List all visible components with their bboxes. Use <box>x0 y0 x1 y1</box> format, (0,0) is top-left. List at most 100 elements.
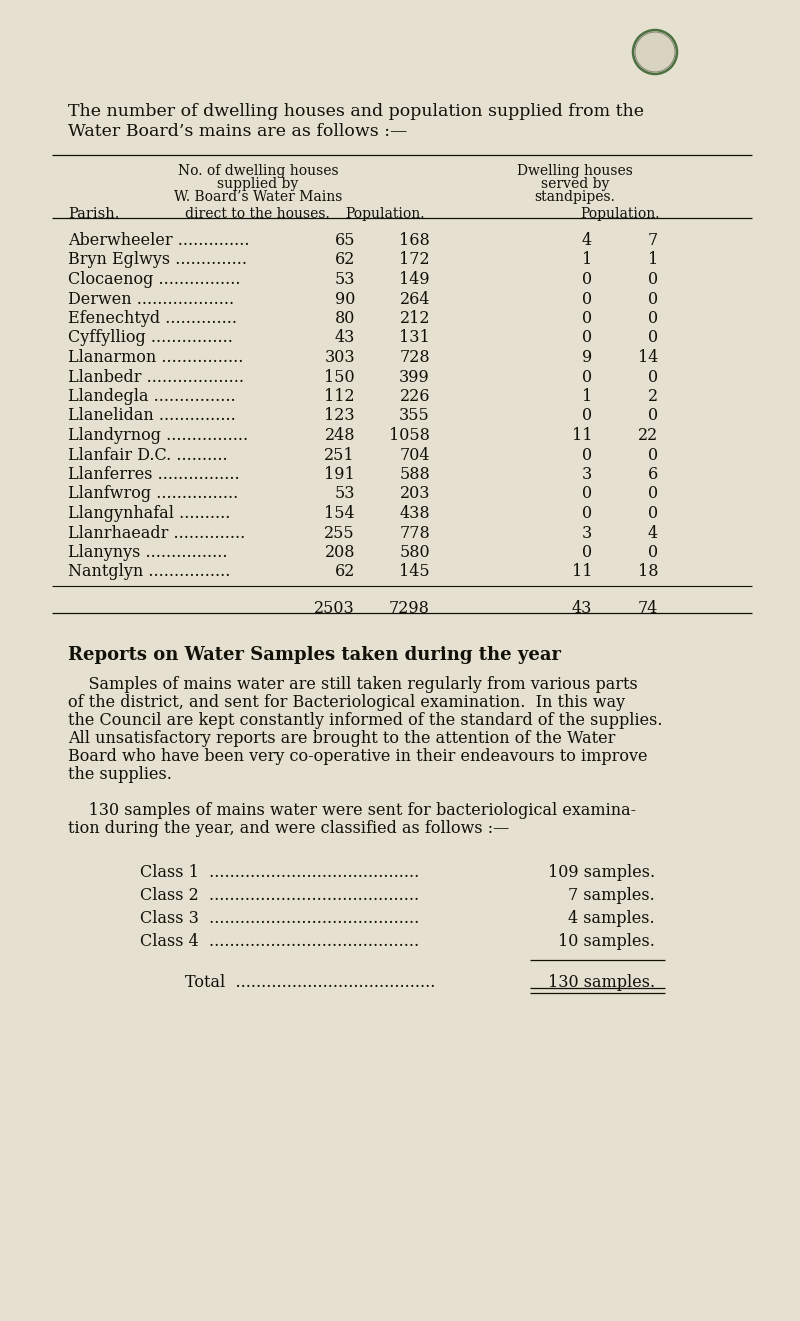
Text: Llanbedr ...................: Llanbedr ................... <box>68 369 244 386</box>
Text: 145: 145 <box>399 564 430 580</box>
Text: Water Board’s mains are as follows :—: Water Board’s mains are as follows :— <box>68 123 407 140</box>
Text: All unsatisfactory reports are brought to the attention of the Water: All unsatisfactory reports are brought t… <box>68 731 615 746</box>
Text: 0: 0 <box>648 271 658 288</box>
Text: 1058: 1058 <box>389 427 430 444</box>
Text: 704: 704 <box>399 446 430 464</box>
Text: 3: 3 <box>582 466 592 483</box>
Text: 191: 191 <box>324 466 355 483</box>
Text: Reports on Water Samples taken during the year: Reports on Water Samples taken during th… <box>68 646 561 664</box>
Text: 264: 264 <box>399 291 430 308</box>
Text: W. Board’s Water Mains: W. Board’s Water Mains <box>174 190 342 203</box>
Text: 0: 0 <box>582 271 592 288</box>
Text: Board who have been very co-operative in their endeavours to improve: Board who have been very co-operative in… <box>68 748 647 765</box>
Text: 112: 112 <box>324 388 355 406</box>
Text: 203: 203 <box>399 486 430 502</box>
Text: tion during the year, and were classified as follows :—: tion during the year, and were classifie… <box>68 820 510 838</box>
Text: 0: 0 <box>582 446 592 464</box>
Text: 1: 1 <box>648 251 658 268</box>
Text: 7298: 7298 <box>389 600 430 617</box>
Text: 4: 4 <box>648 524 658 542</box>
Text: 212: 212 <box>399 310 430 328</box>
Text: 130 samples of mains water were sent for bacteriological examina-: 130 samples of mains water were sent for… <box>68 802 636 819</box>
Text: Llandegla ................: Llandegla ................ <box>68 388 236 406</box>
Text: 18: 18 <box>638 564 658 580</box>
Text: 4: 4 <box>582 232 592 248</box>
Text: Population.: Population. <box>581 207 660 221</box>
Text: Aberwheeler ..............: Aberwheeler .............. <box>68 232 250 248</box>
Text: 130 samples.: 130 samples. <box>548 974 655 991</box>
Text: 0: 0 <box>582 486 592 502</box>
Text: of the district, and sent for Bacteriological examination.  In this way: of the district, and sent for Bacteriolo… <box>68 694 625 711</box>
Text: Llanrhaeadr ..............: Llanrhaeadr .............. <box>68 524 246 542</box>
Text: Class 1  .........................................: Class 1 ................................… <box>140 864 419 881</box>
Text: the Council are kept constantly informed of the standard of the supplies.: the Council are kept constantly informed… <box>68 712 662 729</box>
Text: Cyffylliog ................: Cyffylliog ................ <box>68 329 233 346</box>
Text: the supplies.: the supplies. <box>68 766 172 783</box>
Text: 154: 154 <box>324 505 355 522</box>
Text: 0: 0 <box>648 310 658 328</box>
Text: 0: 0 <box>648 544 658 561</box>
Text: supplied by: supplied by <box>218 177 298 192</box>
Text: Clocaenog ................: Clocaenog ................ <box>68 271 241 288</box>
Text: served by: served by <box>541 177 609 192</box>
Text: 43: 43 <box>334 329 355 346</box>
Text: 438: 438 <box>399 505 430 522</box>
Text: 0: 0 <box>582 407 592 424</box>
Text: 778: 778 <box>399 524 430 542</box>
Text: Efenechtyd ..............: Efenechtyd .............. <box>68 310 237 328</box>
Text: 303: 303 <box>324 349 355 366</box>
Text: 3: 3 <box>582 524 592 542</box>
Text: 2503: 2503 <box>314 600 355 617</box>
Text: 2: 2 <box>648 388 658 406</box>
Text: Class 3  .........................................: Class 3 ................................… <box>140 910 419 927</box>
Text: Llanelidan ...............: Llanelidan ............... <box>68 407 236 424</box>
Text: 11: 11 <box>571 427 592 444</box>
Text: Class 4  .........................................: Class 4 ................................… <box>140 933 419 950</box>
Text: 10 samples.: 10 samples. <box>558 933 655 950</box>
Text: 4 samples.: 4 samples. <box>568 910 655 927</box>
Text: 255: 255 <box>324 524 355 542</box>
Text: 251: 251 <box>324 446 355 464</box>
Text: 0: 0 <box>582 291 592 308</box>
Text: 0: 0 <box>648 486 658 502</box>
Text: 62: 62 <box>334 564 355 580</box>
Text: Nantglyn ................: Nantglyn ................ <box>68 564 230 580</box>
Text: 6: 6 <box>648 466 658 483</box>
Text: direct to the houses.: direct to the houses. <box>186 207 330 221</box>
Text: 0: 0 <box>648 446 658 464</box>
Text: 1: 1 <box>582 251 592 268</box>
Text: 9: 9 <box>582 349 592 366</box>
Text: Dwelling houses: Dwelling houses <box>517 164 633 178</box>
Text: Llandyrnog ................: Llandyrnog ................ <box>68 427 248 444</box>
Text: 248: 248 <box>325 427 355 444</box>
Text: Class 2  .........................................: Class 2 ................................… <box>140 886 419 904</box>
Text: Total  .......................................: Total ..................................… <box>185 974 435 991</box>
Text: 0: 0 <box>582 505 592 522</box>
Text: 355: 355 <box>399 407 430 424</box>
Text: 123: 123 <box>324 407 355 424</box>
Text: 728: 728 <box>399 349 430 366</box>
Text: 0: 0 <box>648 407 658 424</box>
Text: Llanarmon ................: Llanarmon ................ <box>68 349 243 366</box>
Text: 53: 53 <box>334 486 355 502</box>
Text: 65: 65 <box>334 232 355 248</box>
Text: 7 samples.: 7 samples. <box>568 886 655 904</box>
Text: Llanfair D.C. ..........: Llanfair D.C. .......... <box>68 446 228 464</box>
Text: 150: 150 <box>324 369 355 386</box>
Text: 172: 172 <box>399 251 430 268</box>
Text: 109 samples.: 109 samples. <box>548 864 655 881</box>
Text: Llanynys ................: Llanynys ................ <box>68 544 227 561</box>
Text: 43: 43 <box>572 600 592 617</box>
Text: 0: 0 <box>582 544 592 561</box>
Text: 14: 14 <box>638 349 658 366</box>
Text: 62: 62 <box>334 251 355 268</box>
Text: Derwen ...................: Derwen ................... <box>68 291 234 308</box>
Text: 0: 0 <box>648 369 658 386</box>
Text: 80: 80 <box>334 310 355 328</box>
Text: 7: 7 <box>648 232 658 248</box>
Text: 208: 208 <box>325 544 355 561</box>
Text: 588: 588 <box>399 466 430 483</box>
Text: 1: 1 <box>582 388 592 406</box>
Text: Llangynhafal ..........: Llangynhafal .......... <box>68 505 230 522</box>
Text: standpipes.: standpipes. <box>534 190 615 203</box>
